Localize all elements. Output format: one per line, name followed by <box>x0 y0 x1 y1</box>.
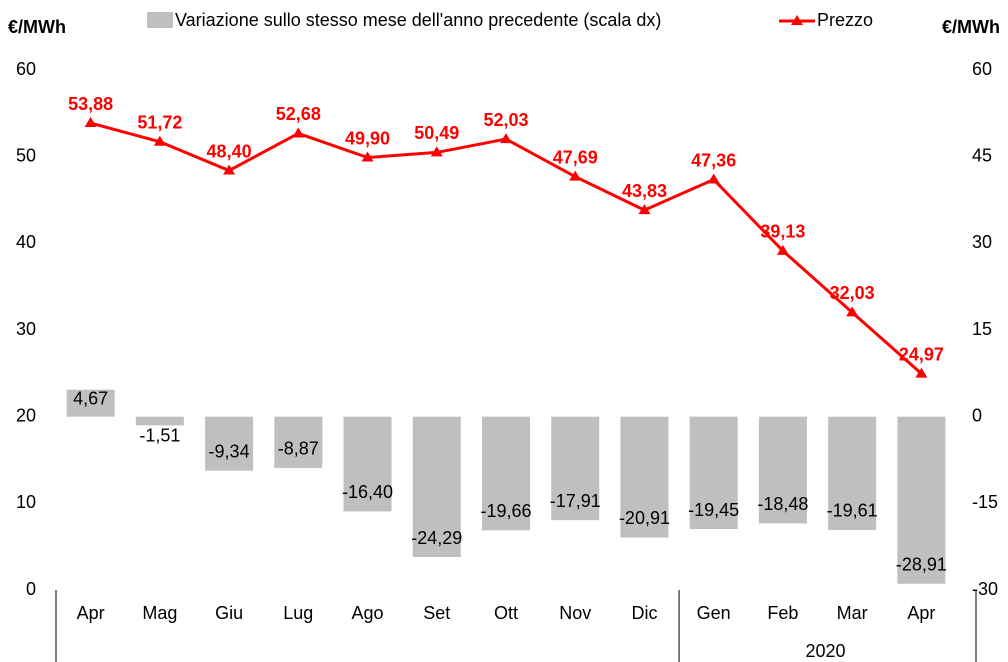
y-tick-label: 50 <box>16 145 36 165</box>
bar <box>620 416 669 538</box>
line-value-label: 24,97 <box>899 344 944 364</box>
bar <box>828 416 877 530</box>
y2-tick-label: 45 <box>972 145 992 165</box>
y-tick-label: 0 <box>26 579 36 599</box>
y2-tick-label: 60 <box>972 59 992 79</box>
x-tick-label: Dic <box>631 603 657 623</box>
bar <box>274 416 323 468</box>
x-tick-label: Mag <box>142 603 177 623</box>
x-tick-label: Feb <box>767 603 798 623</box>
line-value-label: 49,90 <box>345 128 390 148</box>
y-tick-label: 30 <box>16 319 36 339</box>
y2-tick-label: 0 <box>972 405 982 425</box>
line-value-label: 52,68 <box>276 104 321 124</box>
line-marker <box>846 306 859 317</box>
x-tick-label: Gen <box>697 603 731 623</box>
line-value-label: 48,40 <box>207 141 252 161</box>
y2-tick-label: 30 <box>972 232 992 252</box>
x-tick-label: Ago <box>352 603 384 623</box>
bar <box>551 416 600 521</box>
line-marker <box>638 204 651 215</box>
bar <box>758 416 807 524</box>
line-marker <box>292 127 305 138</box>
bar <box>343 416 392 512</box>
y-axis-label: €/MWh <box>8 17 66 37</box>
line-value-label: 53,88 <box>68 94 113 114</box>
bar-value-label: -19,61 <box>827 501 878 521</box>
y-tick-label: 40 <box>16 232 36 252</box>
line-value-label: 47,36 <box>691 150 736 170</box>
x-tick-label: Apr <box>907 603 935 623</box>
line-value-label: 43,83 <box>622 181 667 201</box>
line-value-label: 32,03 <box>830 283 875 303</box>
line-marker <box>223 164 236 175</box>
x-tick-label: Ott <box>494 603 518 623</box>
bar-value-label: -1,51 <box>139 425 180 445</box>
x-tick-label: Set <box>423 603 450 623</box>
bar <box>205 416 254 471</box>
line-value-label: 52,03 <box>483 110 528 130</box>
y2-tick-label: 15 <box>972 319 992 339</box>
bar <box>689 416 738 530</box>
legend-swatch <box>147 12 173 28</box>
line-value-label: 47,69 <box>553 147 598 167</box>
line-marker <box>84 117 97 128</box>
bar-value-label: -9,34 <box>209 441 250 461</box>
line-value-label: 50,49 <box>414 123 459 143</box>
x-tick-label: Mar <box>837 603 868 623</box>
y2-axis-label: €/MWh <box>942 17 1000 37</box>
line-marker <box>430 146 443 157</box>
line-value-label: 39,13 <box>760 222 805 242</box>
y-tick-label: 60 <box>16 59 36 79</box>
bar-value-label: -28,91 <box>896 554 947 574</box>
bar-value-label: -18,48 <box>757 494 808 514</box>
x-tick-label: Nov <box>559 603 591 623</box>
line-marker <box>569 170 582 181</box>
line-marker <box>915 367 928 378</box>
bar <box>135 416 184 426</box>
y-tick-label: 20 <box>16 405 36 425</box>
legend-label: Variazione sullo stesso mese dell'anno p… <box>175 10 661 30</box>
y2-tick-label: -15 <box>972 492 998 512</box>
bar <box>66 389 115 417</box>
bar-value-label: -16,40 <box>342 482 393 502</box>
x-tick-label: Lug <box>283 603 313 623</box>
bar-value-label: -19,45 <box>688 500 739 520</box>
x-tick-label: Giu <box>215 603 243 623</box>
bar-value-label: -8,87 <box>278 439 319 459</box>
bar-value-label: 4,67 <box>73 388 108 408</box>
bar <box>897 416 946 584</box>
line-marker <box>153 135 166 146</box>
bar-value-label: -24,29 <box>411 528 462 548</box>
bar <box>482 416 530 531</box>
line-marker <box>776 244 789 255</box>
y2-tick-label: -30 <box>972 579 998 599</box>
legend-label: Prezzo <box>817 10 873 30</box>
bar-value-label: -19,66 <box>480 501 531 521</box>
legend-marker <box>791 15 803 25</box>
line-marker <box>500 133 512 144</box>
line-value-label: 51,72 <box>137 113 182 133</box>
group-label: 2020 <box>806 641 846 661</box>
x-tick-label: Apr <box>77 603 105 623</box>
bar-value-label: -17,91 <box>550 491 601 511</box>
line-marker <box>361 151 374 162</box>
line-marker <box>707 173 720 184</box>
y-tick-label: 10 <box>16 492 36 512</box>
bar-value-label: -20,91 <box>619 508 670 528</box>
bar <box>412 416 461 558</box>
